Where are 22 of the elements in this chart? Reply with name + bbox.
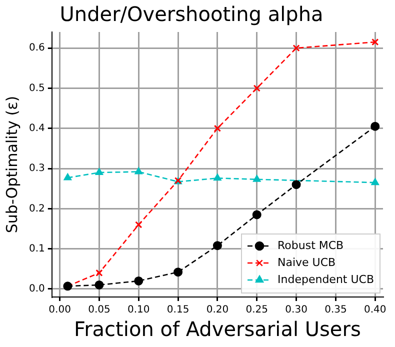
legend-label: Robust MCB <box>278 238 344 252</box>
y-tick-label: 0.6 <box>28 42 45 54</box>
y-tick-label: 0.3 <box>28 163 45 174</box>
y-tick-label: 0.5 <box>28 82 45 94</box>
x-tick-label: 0.05 <box>88 304 110 316</box>
y-axis-title: Sub-Optimality (ε) <box>2 96 21 234</box>
x-tick-label: 0.35 <box>324 304 347 316</box>
x-tick-label: 0.20 <box>206 304 229 316</box>
y-tick-label: 0.1 <box>28 243 45 254</box>
x-tick-label: 0.10 <box>127 304 150 316</box>
x-tick-label: 0.25 <box>246 304 268 316</box>
x-tick-label: 0.15 <box>166 304 190 316</box>
x-axis-title: Fraction of Adversarial Users <box>74 317 361 342</box>
legend-label: Independent UCB <box>278 272 374 286</box>
y-tick-label: 0.4 <box>28 122 45 134</box>
y-tick-label: 0.2 <box>28 203 45 214</box>
chart-title: Under/Overshooting alpha <box>60 2 324 26</box>
x-tick-label: 0.00 <box>48 304 71 316</box>
x-tick-label: 0.40 <box>364 304 386 316</box>
y-tick-label: 0.0 <box>28 284 45 295</box>
legend-label: Naive UCB <box>278 256 336 269</box>
x-tick-label: 0.30 <box>285 304 308 316</box>
